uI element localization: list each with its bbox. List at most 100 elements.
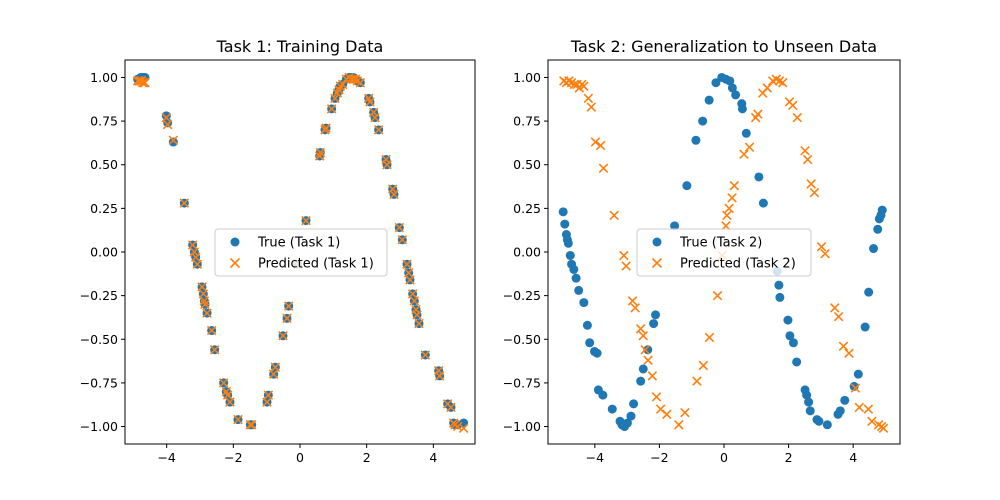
point-true: [579, 298, 589, 308]
legend-box: [636, 228, 812, 277]
point-predicted: [278, 331, 288, 341]
point-predicted: [140, 77, 150, 88]
point-predicted: [452, 421, 463, 432]
x-tick-label: 4: [849, 450, 857, 465]
point-true: [560, 219, 570, 229]
point-predicted: [420, 350, 431, 360]
point-predicted: [727, 193, 737, 203]
point-true: [840, 395, 850, 405]
point-true: [704, 95, 714, 105]
y-tick-label: 0.50: [513, 157, 541, 172]
point-predicted: [838, 341, 849, 352]
y-tick-label: −0.75: [80, 375, 118, 390]
point-predicted: [200, 299, 210, 310]
point-predicted: [635, 324, 646, 334]
point-predicted: [132, 76, 143, 86]
legend-marker-true: [230, 237, 240, 247]
point-predicted: [651, 392, 662, 402]
point-predicted: [854, 402, 865, 413]
point-predicted: [282, 313, 292, 324]
point-true: [574, 285, 584, 295]
point-true: [869, 244, 879, 254]
point-predicted: [762, 83, 773, 93]
point-predicted: [326, 104, 337, 114]
point-predicted: [630, 303, 640, 313]
y-tick-label: −0.50: [80, 332, 118, 347]
point-true: [814, 416, 824, 426]
legend: True (Task 2) Predicted (Task 2): [636, 228, 812, 277]
point-true: [725, 76, 735, 86]
legend-marker-true: [652, 237, 662, 247]
x-tick-label: −4: [586, 450, 604, 465]
y-tick-label: 0.75: [513, 114, 541, 129]
point-predicted: [680, 407, 690, 418]
legend-marker-predicted: [229, 257, 241, 269]
point-predicted: [138, 77, 149, 88]
data-points: [132, 72, 469, 434]
point-predicted: [850, 383, 861, 393]
point-predicted: [586, 102, 597, 112]
point-predicted: [788, 100, 798, 111]
point-predicted: [314, 151, 325, 161]
point-predicted: [698, 360, 709, 371]
point-true: [691, 135, 701, 145]
x-tick-label: 0: [720, 450, 728, 465]
point-true: [168, 137, 178, 147]
y-tick-label: −0.25: [80, 288, 118, 303]
legend: True (Task 1) Predicted (Task 1): [214, 228, 388, 277]
y-axis: −1.00 −0.75 −0.50 −0.25 0.00 0.25 0.50 0.75 1.00: [503, 70, 548, 434]
point-true: [860, 322, 870, 332]
point-predicted: [409, 296, 420, 306]
legend-label-true: True (Task 1): [257, 236, 340, 251]
point-true: [727, 83, 737, 93]
point-true: [682, 181, 692, 191]
point-predicted: [397, 235, 408, 245]
point-predicted: [704, 332, 715, 343]
point-predicted: [446, 402, 456, 413]
point-predicted: [621, 261, 631, 271]
point-true: [792, 357, 802, 367]
y-tick-label: 0.75: [90, 114, 118, 129]
point-predicted: [792, 112, 803, 123]
legend-label-true: True (Task 2): [679, 236, 762, 251]
y-tick-label: −0.75: [503, 375, 541, 390]
legend-label-predicted: Predicted (Task 2): [680, 257, 796, 272]
point-predicted: [830, 303, 840, 313]
point-predicted: [382, 159, 392, 170]
y-tick-label: 0.00: [90, 245, 118, 260]
point-true: [835, 406, 845, 416]
y-tick-label: −0.50: [503, 332, 541, 347]
point-predicted: [373, 125, 384, 135]
point-predicted: [402, 259, 412, 269]
point-predicted: [662, 409, 672, 420]
point-true: [571, 273, 581, 283]
point-predicted: [692, 376, 702, 386]
point-predicted: [712, 290, 723, 301]
legend-label-predicted: Predicted (Task 1): [258, 257, 374, 272]
point-predicted: [225, 397, 235, 407]
point-predicted: [820, 248, 830, 259]
point-true: [731, 90, 741, 100]
point-predicted: [192, 259, 203, 269]
point-true: [670, 221, 680, 231]
point-predicted: [301, 215, 311, 226]
point-predicted: [162, 119, 173, 130]
point-predicted: [863, 404, 874, 414]
x-tick-label: −2: [650, 450, 668, 465]
point-predicted: [412, 310, 422, 320]
point-true: [805, 406, 815, 416]
point-predicted: [595, 140, 606, 151]
point-true: [558, 207, 568, 217]
y-tick-label: 1.00: [513, 70, 541, 85]
point-predicted: [878, 423, 889, 434]
point-predicted: [179, 198, 190, 208]
point-predicted: [245, 420, 256, 430]
y-tick-label: 0.00: [513, 245, 541, 260]
point-predicted: [640, 344, 650, 355]
point-predicted: [370, 112, 380, 123]
point-true: [161, 111, 171, 121]
point-predicted: [590, 137, 601, 147]
point-predicted: [674, 420, 684, 430]
point-predicted: [816, 241, 827, 252]
y-tick-label: 0.25: [513, 201, 541, 216]
